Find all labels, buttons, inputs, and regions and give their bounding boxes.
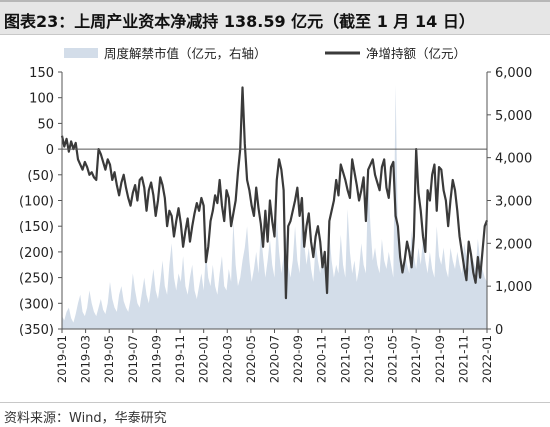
unlock-area-layer bbox=[62, 84, 487, 329]
x-axis: 2019-01 2019-03 2019-05 2019-07 2019-09 2019-… bbox=[55, 328, 494, 383]
left-axis-tick-label: 50 bbox=[37, 117, 54, 132]
right-axis-tick-label: 2,000 bbox=[495, 237, 532, 252]
x-axis-tick-label: 2019-09 bbox=[149, 335, 163, 383]
left-axis-tick-label: (100) bbox=[19, 195, 54, 210]
x-axis-tick-label: 2020-05 bbox=[244, 335, 258, 383]
left-axis-tick-label: 150 bbox=[29, 66, 54, 81]
x-axis-tick-label: 2020-07 bbox=[268, 335, 282, 383]
unlock-value-area bbox=[62, 84, 487, 329]
x-axis-tick-label: 2022-01 bbox=[480, 335, 494, 383]
right-axis: 6,000 5,000 4,000 3,000 2,000 1,000 0 bbox=[486, 66, 532, 338]
footer-divider bbox=[0, 402, 550, 403]
x-axis-tick-label: 2020-03 bbox=[220, 335, 234, 383]
right-axis-tick-label: 1,000 bbox=[495, 280, 532, 295]
x-axis-tick-label: 2020-11 bbox=[315, 335, 329, 383]
left-axis-tick-label: (200) bbox=[19, 246, 54, 261]
x-axis-tick-label: 2019-03 bbox=[79, 335, 93, 383]
x-axis-tick-label: 2021-07 bbox=[409, 335, 423, 383]
left-axis-tick-label: (350) bbox=[19, 323, 54, 338]
x-axis-tick-label: 2021-03 bbox=[362, 335, 376, 383]
net-increase-chart: 周度解禁市值（亿元，右轴） 净增持额（亿元） 150 100 50 0 (50) (100… bbox=[19, 46, 532, 383]
x-axis-tick-label: 2021-01 bbox=[338, 335, 352, 383]
legend-area-label: 周度解禁市值（亿元，右轴） bbox=[104, 46, 267, 61]
x-axis-tick-label: 2021-11 bbox=[456, 335, 470, 383]
x-axis-tick-label: 2019-07 bbox=[126, 335, 140, 383]
x-axis-tick-label: 2021-09 bbox=[433, 335, 447, 383]
right-axis-tick-label: 5,000 bbox=[495, 109, 532, 124]
left-axis-tick-label: 100 bbox=[29, 92, 54, 107]
x-axis-tick-label: 2019-05 bbox=[102, 335, 116, 383]
x-axis-tick-label: 2019-01 bbox=[55, 335, 69, 383]
left-axis: 150 100 50 0 (50) (100) (150) (200) (250) (300) (3… bbox=[19, 66, 487, 338]
left-axis-tick-label: (300) bbox=[19, 297, 54, 312]
x-axis-tick-label: 2019-11 bbox=[173, 335, 187, 383]
x-axis-tick-label: 2020-01 bbox=[197, 335, 211, 383]
right-axis-tick-label: 3,000 bbox=[495, 195, 532, 210]
title-divider bbox=[0, 34, 550, 35]
left-axis-tick-label: (250) bbox=[19, 272, 54, 287]
right-axis-tick-label: 4,000 bbox=[495, 152, 532, 167]
left-axis-tick-label: (150) bbox=[19, 220, 54, 235]
source-note: 资料来源：Wind，华泰研究 bbox=[4, 411, 167, 426]
x-axis-tick-label: 2021-05 bbox=[386, 335, 400, 383]
title-bar: 图表23：上周产业资本净减持 138.59 亿元（截至 1 月 14 日） bbox=[0, 0, 550, 34]
legend-area-swatch bbox=[64, 48, 98, 58]
right-axis-tick-label: 6,000 bbox=[495, 66, 532, 81]
left-axis-tick-label: 0 bbox=[46, 143, 54, 158]
right-axis-tick-label: 0 bbox=[495, 323, 503, 338]
chart-legend: 周度解禁市值（亿元，右轴） 净增持额（亿元） bbox=[64, 46, 466, 61]
legend-line-label: 净增持额（亿元） bbox=[366, 46, 466, 61]
x-axis-tick-label: 2020-09 bbox=[291, 335, 305, 383]
left-axis-tick-label: (50) bbox=[27, 169, 54, 184]
chart-title: 图表23：上周产业资本净减持 138.59 亿元（截至 1 月 14 日） bbox=[4, 12, 475, 31]
